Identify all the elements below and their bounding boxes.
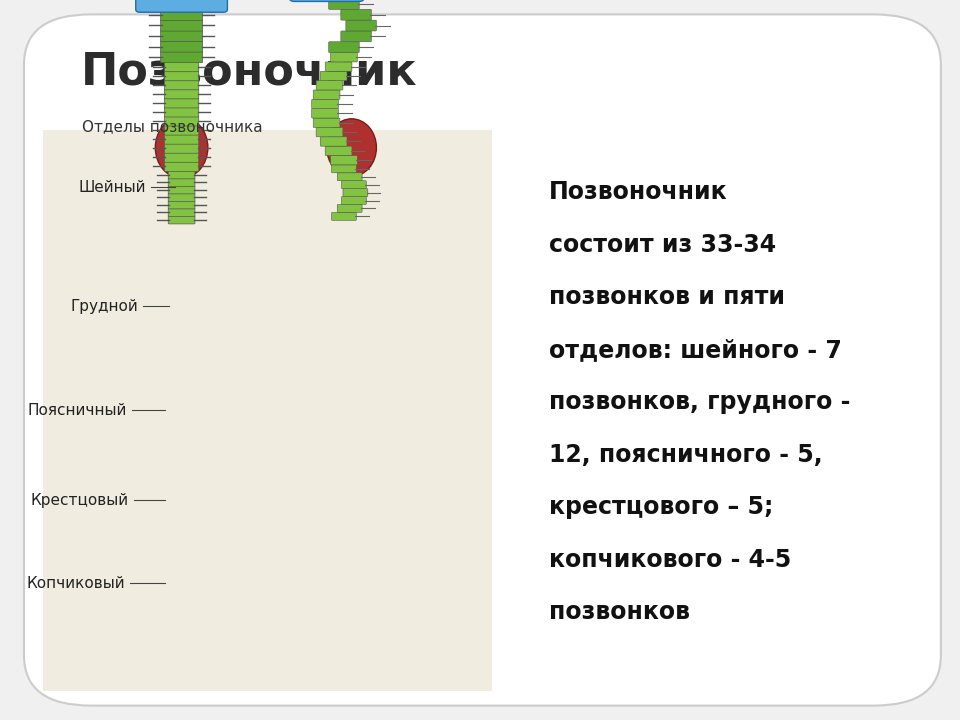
FancyBboxPatch shape <box>331 165 356 173</box>
FancyBboxPatch shape <box>168 171 195 179</box>
Text: крестцового – 5;: крестцового – 5; <box>549 495 774 519</box>
Ellipse shape <box>326 119 376 176</box>
FancyBboxPatch shape <box>330 53 357 62</box>
FancyBboxPatch shape <box>168 178 195 186</box>
FancyBboxPatch shape <box>164 80 199 90</box>
FancyBboxPatch shape <box>341 9 372 20</box>
FancyBboxPatch shape <box>331 212 356 220</box>
FancyBboxPatch shape <box>43 130 492 691</box>
Text: отделов: шейного - 7: отделов: шейного - 7 <box>549 338 842 361</box>
FancyBboxPatch shape <box>164 71 199 81</box>
FancyBboxPatch shape <box>290 0 364 1</box>
FancyBboxPatch shape <box>164 89 199 99</box>
FancyBboxPatch shape <box>164 135 199 144</box>
FancyBboxPatch shape <box>313 118 340 127</box>
FancyBboxPatch shape <box>346 20 376 31</box>
Text: 12, поясничного - 5,: 12, поясничного - 5, <box>549 443 823 467</box>
FancyBboxPatch shape <box>321 71 347 81</box>
Text: Позвоночник: Позвоночник <box>82 50 418 94</box>
Text: Позвоночник: Позвоночник <box>549 180 728 204</box>
FancyBboxPatch shape <box>160 9 203 21</box>
FancyBboxPatch shape <box>164 107 199 117</box>
FancyBboxPatch shape <box>164 143 199 153</box>
FancyBboxPatch shape <box>325 146 352 156</box>
FancyBboxPatch shape <box>321 137 347 146</box>
FancyBboxPatch shape <box>342 197 367 204</box>
Text: Крестцовый: Крестцовый <box>31 493 129 508</box>
Ellipse shape <box>156 117 208 179</box>
Text: Шейный: Шейный <box>79 180 146 194</box>
FancyBboxPatch shape <box>337 173 362 181</box>
Text: позвонков и пяти: позвонков и пяти <box>549 285 785 309</box>
FancyBboxPatch shape <box>342 181 367 189</box>
Text: Поясничный: Поясничный <box>28 403 127 418</box>
Text: состоит из 33-34: состоит из 33-34 <box>549 233 777 256</box>
FancyBboxPatch shape <box>316 127 343 137</box>
FancyBboxPatch shape <box>312 109 339 118</box>
FancyBboxPatch shape <box>164 161 199 171</box>
FancyBboxPatch shape <box>328 0 359 9</box>
Text: Копчиковый: Копчиковый <box>27 576 125 590</box>
FancyBboxPatch shape <box>313 90 340 99</box>
Text: позвонков: позвонков <box>549 600 690 624</box>
FancyBboxPatch shape <box>330 156 357 165</box>
FancyBboxPatch shape <box>168 186 195 194</box>
FancyBboxPatch shape <box>168 216 195 224</box>
FancyBboxPatch shape <box>164 153 199 162</box>
FancyBboxPatch shape <box>164 117 199 126</box>
FancyBboxPatch shape <box>135 0 228 12</box>
FancyBboxPatch shape <box>164 62 199 72</box>
FancyBboxPatch shape <box>160 41 203 52</box>
FancyBboxPatch shape <box>343 189 368 197</box>
FancyBboxPatch shape <box>160 20 203 31</box>
FancyBboxPatch shape <box>168 201 195 209</box>
FancyBboxPatch shape <box>160 30 203 42</box>
Text: копчикового - 4-5: копчикового - 4-5 <box>549 548 792 572</box>
FancyBboxPatch shape <box>328 42 359 53</box>
FancyBboxPatch shape <box>337 204 362 212</box>
FancyBboxPatch shape <box>325 62 352 71</box>
FancyBboxPatch shape <box>168 193 195 202</box>
FancyBboxPatch shape <box>168 208 195 217</box>
Text: Грудной: Грудной <box>71 299 138 313</box>
FancyBboxPatch shape <box>24 14 941 706</box>
FancyBboxPatch shape <box>316 81 343 90</box>
FancyBboxPatch shape <box>164 98 199 108</box>
FancyBboxPatch shape <box>312 99 339 109</box>
FancyBboxPatch shape <box>160 51 203 63</box>
FancyBboxPatch shape <box>341 31 372 42</box>
FancyBboxPatch shape <box>164 125 199 135</box>
Text: позвонков, грудного -: позвонков, грудного - <box>549 390 851 414</box>
Text: Отделы позвоночника: Отделы позвоночника <box>82 119 262 134</box>
